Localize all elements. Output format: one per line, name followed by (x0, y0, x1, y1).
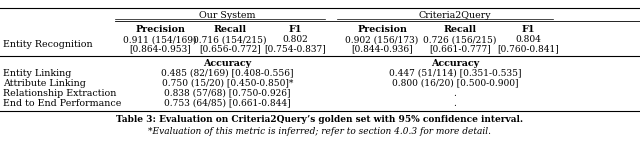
Text: End to End Performance: End to End Performance (3, 98, 122, 108)
Text: Accuracy: Accuracy (204, 58, 252, 68)
Text: .: . (454, 88, 456, 98)
Text: F1: F1 (521, 24, 535, 34)
Text: Recall: Recall (444, 24, 477, 34)
Text: [0.754-0.837]: [0.754-0.837] (264, 45, 326, 53)
Text: 0.485 (82/169) [0.408-0.556]: 0.485 (82/169) [0.408-0.556] (161, 69, 294, 77)
Text: Precision: Precision (135, 24, 185, 34)
Text: [0.844-0.936]: [0.844-0.936] (351, 45, 413, 53)
Text: *Evaluation of this metric is inferred; refer to section 4.0.3 for more detail.: *Evaluation of this metric is inferred; … (148, 127, 492, 135)
Text: Entity Recognition: Entity Recognition (3, 40, 93, 49)
Text: 0.716 (154/215): 0.716 (154/215) (193, 35, 267, 45)
Text: 0.902 (156/173): 0.902 (156/173) (346, 35, 419, 45)
Text: 0.750 (15/20) [0.450-0.850]*: 0.750 (15/20) [0.450-0.850]* (162, 79, 293, 87)
Text: 0.726 (156/215): 0.726 (156/215) (423, 35, 497, 45)
Text: Criteria2Query: Criteria2Query (419, 11, 492, 19)
Text: 0.800 (16/20) [0.500-0.900]: 0.800 (16/20) [0.500-0.900] (392, 79, 518, 87)
Text: Our System: Our System (199, 11, 256, 19)
Text: [0.760-0.841]: [0.760-0.841] (497, 45, 559, 53)
Text: Attribute Linking: Attribute Linking (3, 79, 86, 87)
Text: 0.838 (57/68) [0.750-0.926]: 0.838 (57/68) [0.750-0.926] (164, 88, 291, 98)
Text: 0.447 (51/114) [0.351-0.535]: 0.447 (51/114) [0.351-0.535] (388, 69, 521, 77)
Text: 0.753 (64/85) [0.661-0.844]: 0.753 (64/85) [0.661-0.844] (164, 98, 291, 108)
Text: [0.661-0.777]: [0.661-0.777] (429, 45, 491, 53)
Text: Precision: Precision (357, 24, 407, 34)
Text: [0.656-0.772]: [0.656-0.772] (199, 45, 261, 53)
Text: 0.911 (154/169): 0.911 (154/169) (124, 35, 196, 45)
Text: Table 3: Evaluation on Criteria2Query’s golden set with 95% confidence interval.: Table 3: Evaluation on Criteria2Query’s … (116, 116, 524, 125)
Text: Recall: Recall (213, 24, 246, 34)
Text: Accuracy: Accuracy (431, 58, 479, 68)
Text: F1: F1 (288, 24, 301, 34)
Text: Entity Linking: Entity Linking (3, 69, 72, 77)
Text: 0.802: 0.802 (282, 35, 308, 45)
Text: [0.864-0.953]: [0.864-0.953] (129, 45, 191, 53)
Text: 0.804: 0.804 (515, 35, 541, 45)
Text: .: . (454, 98, 456, 108)
Text: Relationship Extraction: Relationship Extraction (3, 88, 116, 98)
